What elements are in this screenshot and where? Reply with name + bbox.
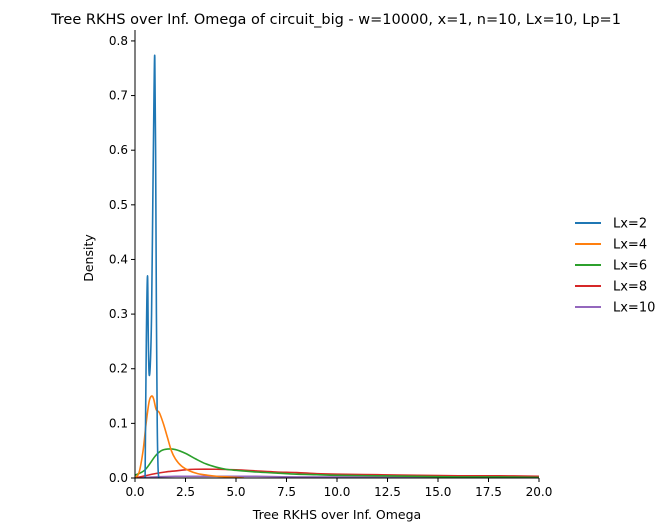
y-tick-label: 0.7: [109, 89, 128, 103]
x-tick-label: 12.5: [374, 485, 401, 499]
x-tick-label: 20.0: [526, 485, 553, 499]
x-tick-label: 17.5: [475, 485, 502, 499]
series-line-lx-8: [135, 468, 539, 478]
plot-area: [135, 54, 539, 478]
legend-label: Lx=10: [613, 301, 655, 316]
series-layer: [135, 54, 539, 478]
x-axis-label: Tree RKHS over Inf. Omega: [252, 507, 421, 522]
chart-title: Tree RKHS over Inf. Omega of circuit_big…: [50, 12, 621, 28]
y-tick-label: 0.4: [109, 252, 128, 266]
series-line-lx-4: [135, 395, 245, 478]
series-line-lx-2: [144, 54, 160, 478]
legend-label: Lx=4: [613, 238, 647, 253]
y-tick-label: 0.0: [109, 471, 128, 485]
x-ticks: 0.0 2.5 5.0 7.5 10.0 12.5 15.0 17.5 20.0: [125, 478, 552, 499]
legend: Lx=2 Lx=4 Lx=6 Lx=8 Lx=10: [575, 217, 655, 316]
y-tick-label: 0.5: [109, 198, 128, 212]
x-tick-label: 2.5: [176, 485, 195, 499]
x-tick-label: 15.0: [425, 485, 452, 499]
x-tick-label: 5.0: [226, 485, 245, 499]
y-tick-label: 0.2: [109, 362, 128, 376]
y-axis-label: Density: [81, 234, 96, 282]
x-tick-label: 7.5: [277, 485, 296, 499]
y-tick-label: 0.1: [109, 416, 128, 430]
y-tick-label: 0.8: [109, 34, 128, 48]
legend-label: Lx=2: [613, 217, 647, 232]
series-line-lx-6: [135, 448, 539, 478]
legend-label: Lx=6: [613, 259, 647, 274]
y-tick-label: 0.6: [109, 143, 128, 157]
y-ticks: 0.0 0.1 0.2 0.3 0.4 0.5 0.6 0.7 0.8: [109, 34, 135, 485]
legend-label: Lx=8: [613, 280, 647, 295]
x-tick-label: 10.0: [324, 485, 351, 499]
x-tick-label: 0.0: [125, 485, 144, 499]
y-tick-label: 0.3: [109, 307, 128, 321]
